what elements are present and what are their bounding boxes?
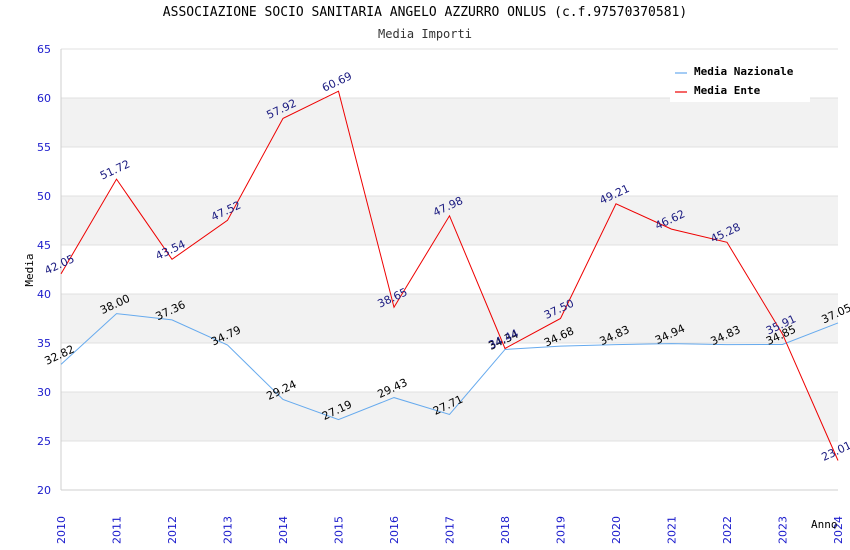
x-tick-label: 2023 xyxy=(777,516,790,544)
x-tick-label: 2015 xyxy=(333,516,346,544)
x-tick-label: 2017 xyxy=(444,516,457,544)
x-tick-label: 2010 xyxy=(55,516,68,544)
x-tick-label: 2020 xyxy=(610,516,623,544)
y-tick-label: 65 xyxy=(37,43,51,56)
chart-title: ASSOCIAZIONE SOCIO SANITARIA ANGELO AZZU… xyxy=(162,5,688,20)
y-tick-label: 25 xyxy=(37,435,51,448)
y-tick-label: 45 xyxy=(37,239,51,252)
grid-band xyxy=(61,98,838,147)
y-axis-label: Media xyxy=(23,253,36,286)
x-tick-label: 2012 xyxy=(166,516,179,544)
grid-band xyxy=(61,441,838,490)
y-tick-labels: 20 25 30 35 40 45 50 55 60 65 xyxy=(37,43,51,497)
x-tick-labels: 2010 2011 2012 2013 2014 2015 2016 2017 2018 2019… xyxy=(55,516,845,544)
legend-item-media-nazionale: Media Nazionale xyxy=(694,65,794,78)
grid-band xyxy=(61,147,838,196)
legend-box xyxy=(670,60,810,102)
x-tick-label: 2024 xyxy=(832,516,845,544)
y-tick-label: 55 xyxy=(37,141,51,154)
x-tick-label: 2016 xyxy=(388,516,401,544)
x-tick-label: 2022 xyxy=(721,516,734,544)
x-tick-label: 2019 xyxy=(555,516,568,544)
y-tick-label: 60 xyxy=(37,92,51,105)
series-line-media-ente xyxy=(60,90,839,461)
y-tick-label: 40 xyxy=(37,288,51,301)
y-tick-label: 35 xyxy=(37,337,51,350)
grid-band xyxy=(61,392,838,441)
x-axis-label: Anno xyxy=(811,518,838,531)
series-lines xyxy=(60,90,839,461)
series-line-media-nazionale xyxy=(60,313,839,421)
legend-item-media-ente: Media Ente xyxy=(694,84,761,97)
grid-bands xyxy=(61,49,838,490)
y-tick-label: 20 xyxy=(37,484,51,497)
grid-band xyxy=(61,196,838,245)
legend: Media Nazionale Media Ente xyxy=(670,60,810,102)
grid-band xyxy=(61,294,838,343)
grid-band xyxy=(61,245,838,294)
y-tick-label: 50 xyxy=(37,190,51,203)
axes xyxy=(60,49,838,491)
x-tick-label: 2013 xyxy=(222,516,235,544)
grid-band xyxy=(61,343,838,392)
x-tick-label: 2021 xyxy=(666,516,679,544)
x-tick-label: 2014 xyxy=(277,516,290,544)
chart-subtitle: Media Importi xyxy=(378,27,472,41)
x-tick-label: 2018 xyxy=(499,516,512,544)
grid-lines xyxy=(61,48,838,491)
x-tick-label: 2011 xyxy=(111,516,124,544)
y-tick-label: 30 xyxy=(37,386,51,399)
